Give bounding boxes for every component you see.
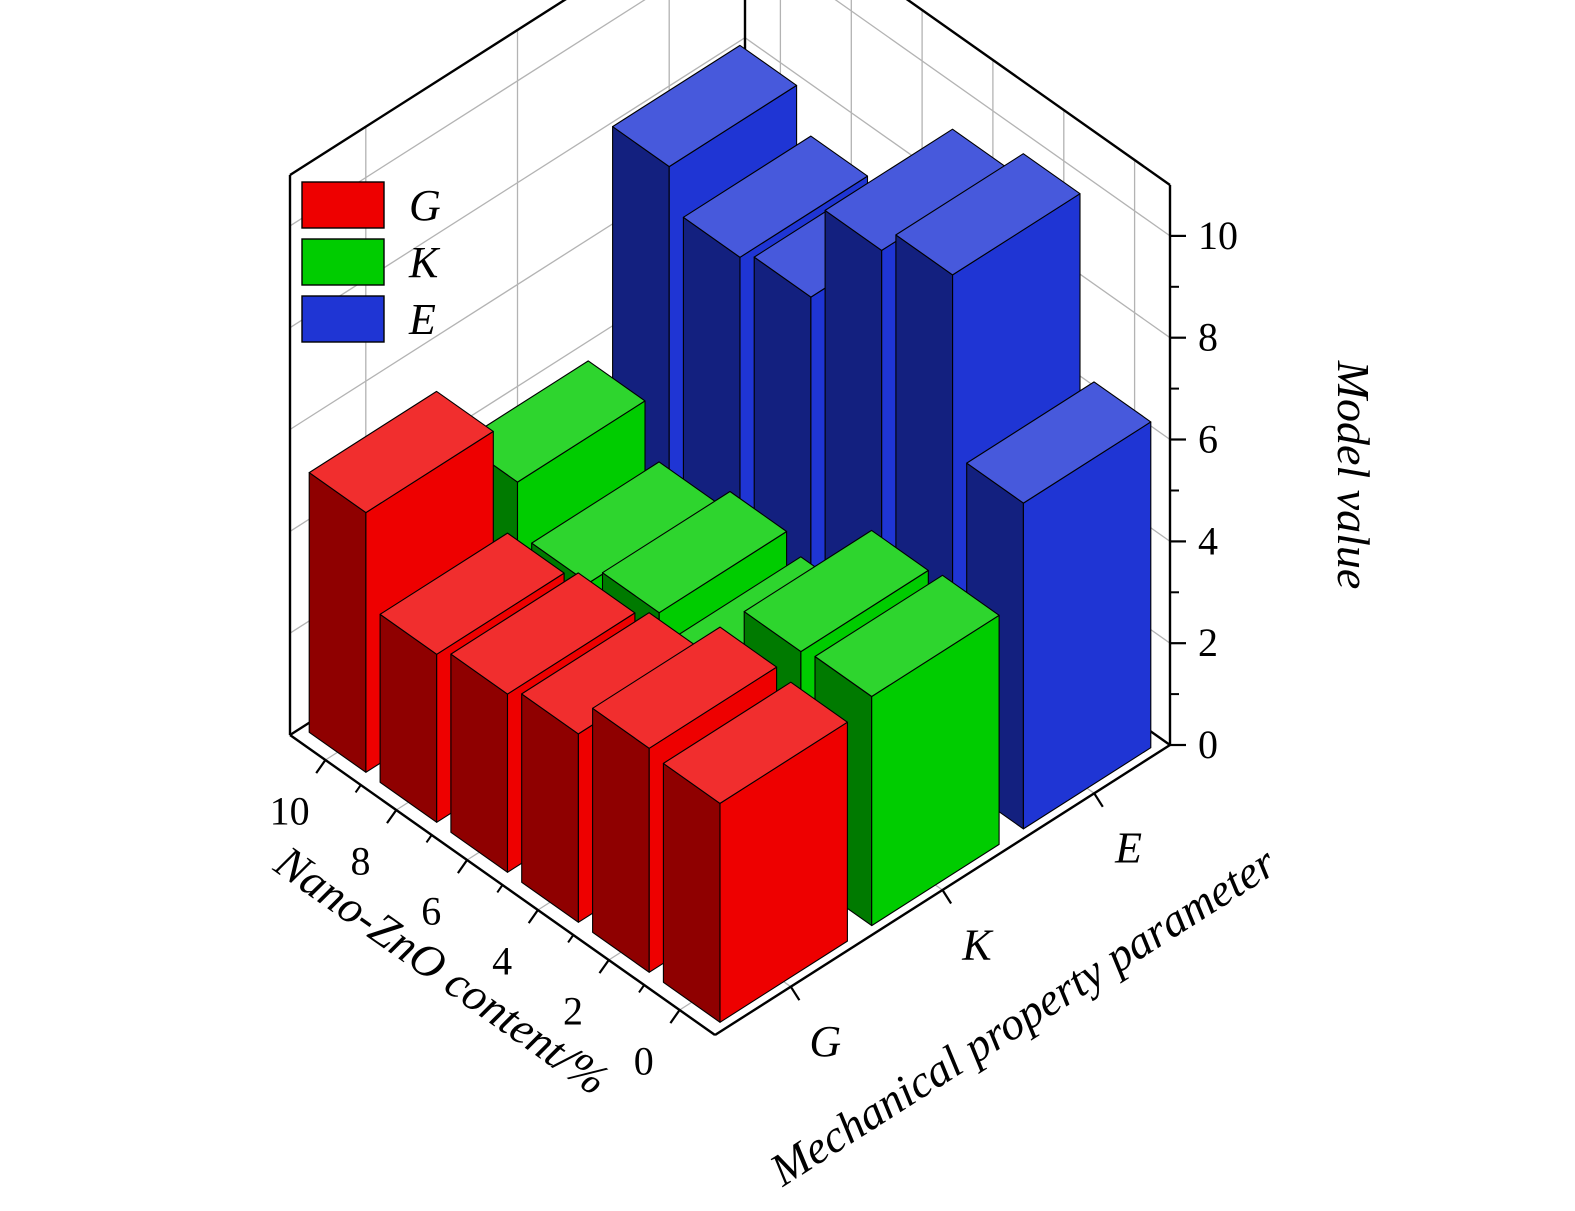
value-axis-title: Model value bbox=[1328, 360, 1379, 590]
bar-G-8-top bbox=[379, 532, 565, 655]
bar-G-10-top bbox=[308, 390, 494, 514]
bar-G-2-side bbox=[592, 707, 650, 973]
bar-K-2-top bbox=[743, 529, 929, 653]
content-minor-tick bbox=[354, 784, 362, 793]
content-tick-label: 6 bbox=[421, 889, 441, 934]
bar-G-2-top bbox=[592, 626, 778, 749]
legend-swatch-G bbox=[301, 181, 385, 229]
content-tick bbox=[456, 859, 469, 874]
content-minor-tick bbox=[567, 934, 575, 943]
z-tick-label: 2 bbox=[1198, 620, 1218, 665]
bar-E-0-top bbox=[966, 381, 1152, 504]
bar-K-0-top bbox=[814, 574, 1000, 698]
param-tick bbox=[1093, 792, 1104, 808]
param-tick bbox=[941, 889, 953, 905]
bar-G-0-top bbox=[662, 681, 848, 804]
z-tick-label: 6 bbox=[1198, 417, 1218, 462]
legend-label-G: G bbox=[409, 181, 441, 230]
content-tick bbox=[386, 809, 398, 824]
box-edge bbox=[905, 0, 1171, 186]
legend: GKE bbox=[301, 181, 441, 344]
param-tick bbox=[789, 986, 801, 1001]
content-tick bbox=[527, 909, 539, 924]
bar-E-10-top bbox=[612, 44, 798, 168]
content-minor-tick bbox=[425, 834, 433, 843]
content-tick bbox=[315, 759, 327, 774]
z-tick-label: 4 bbox=[1198, 518, 1218, 563]
content-tick-label: 8 bbox=[350, 839, 370, 884]
param-tick-label: G bbox=[809, 1017, 841, 1066]
bar-G-10-side bbox=[308, 472, 367, 773]
content-minor-tick bbox=[638, 984, 646, 993]
legend-label-K: K bbox=[408, 238, 441, 287]
z-tick-label: 8 bbox=[1198, 315, 1218, 360]
z-tick-label: 0 bbox=[1198, 722, 1218, 767]
content-tick bbox=[669, 1009, 681, 1024]
content-tick bbox=[598, 959, 610, 974]
bar-E-8-top bbox=[682, 135, 869, 258]
param-tick-label: K bbox=[961, 920, 994, 969]
grid-line-z bbox=[834, 0, 1171, 237]
z-tick-label: 10 bbox=[1198, 213, 1238, 258]
bars bbox=[308, 44, 1152, 1023]
bar-K-6-top bbox=[601, 490, 788, 614]
legend-label-E: E bbox=[408, 295, 436, 344]
box-edge bbox=[289, 0, 567, 177]
legend-swatch-K bbox=[301, 238, 385, 286]
bar-G-0-side bbox=[662, 762, 721, 1023]
content-tick-label: 10 bbox=[270, 789, 310, 834]
bar-E-2-top bbox=[895, 153, 1081, 276]
axis-ticks bbox=[315, 234, 1186, 1024]
content-tick-label: 4 bbox=[492, 939, 512, 984]
content-minor-tick bbox=[496, 884, 504, 893]
bar-G-0 bbox=[662, 681, 848, 1023]
content-tick-label: 2 bbox=[563, 989, 583, 1034]
param-tick-label: E bbox=[1114, 824, 1142, 873]
bar-G-6-top bbox=[450, 572, 636, 695]
legend-swatch-E bbox=[301, 295, 385, 343]
content-tick-label: 0 bbox=[634, 1039, 654, 1084]
